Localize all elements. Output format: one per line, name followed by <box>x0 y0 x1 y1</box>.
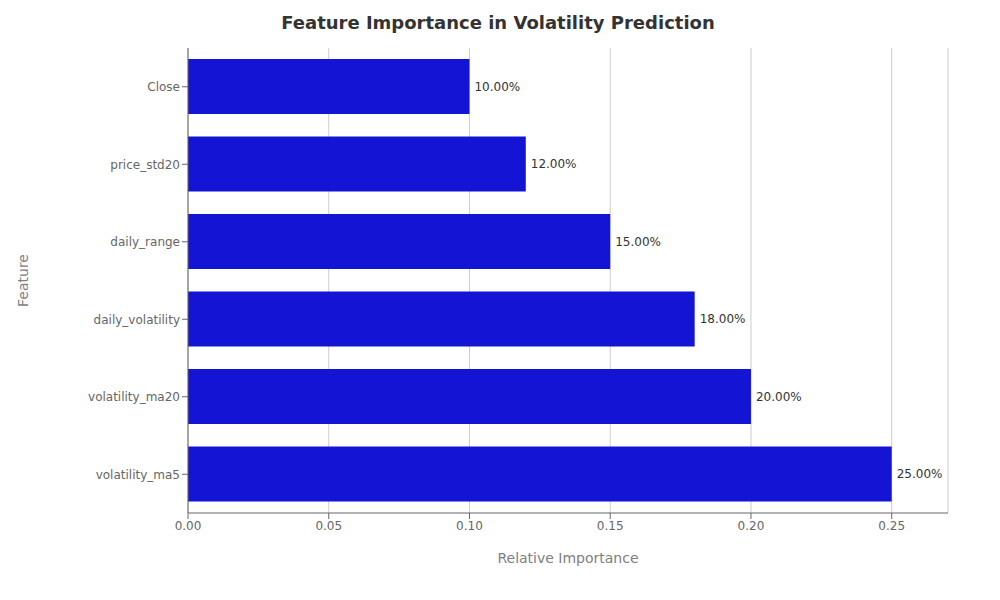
svg-text:volatility_ma20: volatility_ma20 <box>88 390 180 404</box>
svg-text:12.00%: 12.00% <box>531 157 577 171</box>
html-text:Feature Importance in Volatili: Feature Importance in Volatility Predict… <box>281 12 715 33</box>
svg-text:10.00%: 10.00% <box>474 80 520 94</box>
svg-text:0.10: 0.10 <box>456 519 483 533</box>
svg-text:0.15: 0.15 <box>597 519 624 533</box>
svg-text:25.00%: 25.00% <box>897 467 943 481</box>
svg-text:Relative Importance: Relative Importance <box>497 550 638 566</box>
svg-text:0.00: 0.00 <box>175 519 202 533</box>
svg-text:volatility_ma5: volatility_ma5 <box>96 468 180 482</box>
svg-text:Close: Close <box>147 80 180 94</box>
svg-text:20.00%: 20.00% <box>756 390 802 404</box>
svg-text:0.25: 0.25 <box>878 519 905 533</box>
svg-text:15.00%: 15.00% <box>615 235 661 249</box>
svg-text:daily_volatility: daily_volatility <box>94 313 180 327</box>
svg-text:18.00%: 18.00% <box>700 312 746 326</box>
svg-text:0.05: 0.05 <box>315 519 342 533</box>
svg-text:0.20: 0.20 <box>738 519 765 533</box>
svg-text:price_std20: price_std20 <box>110 158 180 172</box>
svg-text:daily_range: daily_range <box>110 235 180 249</box>
svg-text:Feature: Feature <box>15 254 31 307</box>
